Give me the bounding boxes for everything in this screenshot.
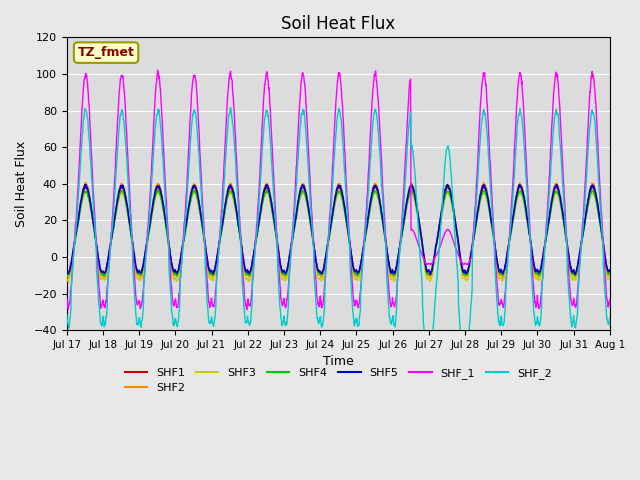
SHF4 (494, 267, 502, 273)
Legend: SHF1, SHF2, SHF3, SHF4, SHF5, SHF_1, SHF_2: SHF1, SHF2, SHF3, SHF4, SHF5, SHF_1, SHF… (120, 363, 556, 398)
SHF5 (184, 209, 192, 215)
SHF3 (542, 237, 550, 242)
SHF5 (63, 268, 70, 274)
SHF_2 (170, 319, 178, 325)
SHF4 (424, 270, 431, 276)
SHF_2 (428, 361, 435, 367)
SHF_2 (184, 185, 191, 191)
SHF3 (494, 271, 502, 277)
SHF2 (63, 271, 70, 276)
SHF2 (245, 274, 253, 279)
Line: SHF_2: SHF_2 (67, 108, 610, 364)
SHF2 (82, 180, 90, 185)
SHF_1 (184, 163, 192, 169)
SHF3 (606, 275, 614, 280)
SHF2 (100, 275, 108, 281)
SHF2 (494, 267, 502, 273)
SHF5 (426, 272, 434, 277)
SHF3 (424, 276, 431, 282)
SHF1 (63, 268, 70, 274)
SHF_1 (243, 307, 251, 312)
Line: SHF4: SHF4 (67, 190, 610, 276)
SHF_1 (154, 67, 161, 73)
SHF4 (245, 273, 253, 278)
SHF3 (65, 279, 72, 285)
SHF_2 (542, 232, 550, 238)
SHF_2 (245, 319, 253, 325)
SHF1 (588, 183, 596, 189)
Line: SHF2: SHF2 (67, 182, 610, 278)
SHF1 (606, 268, 614, 274)
SHF2 (184, 205, 192, 211)
SHF4 (63, 270, 70, 276)
Line: SHF_1: SHF_1 (67, 70, 610, 310)
SHF2 (172, 270, 179, 276)
SHF5 (171, 268, 179, 274)
SHF_1 (63, 296, 70, 301)
SHF_2 (494, 313, 502, 319)
SHF3 (63, 276, 70, 281)
Line: SHF1: SHF1 (67, 186, 610, 275)
Line: SHF3: SHF3 (67, 192, 610, 282)
SHF4 (184, 213, 192, 218)
SHF_2 (227, 105, 234, 110)
SHF2 (424, 273, 431, 278)
SHF_1 (245, 301, 253, 307)
SHF5 (606, 269, 614, 275)
SHF5 (81, 181, 89, 187)
SHF5 (423, 269, 431, 275)
SHF2 (542, 234, 550, 240)
SHF1 (571, 272, 579, 277)
SHF1 (184, 213, 191, 219)
SHF3 (184, 214, 192, 219)
SHF4 (100, 273, 108, 279)
Line: SHF5: SHF5 (67, 184, 610, 275)
SHF_1 (424, 262, 431, 267)
SHF1 (244, 270, 252, 276)
SHF1 (541, 240, 549, 245)
SHF1 (493, 260, 501, 265)
SHF_1 (606, 297, 614, 302)
SHF_1 (171, 298, 179, 304)
SHF_2 (606, 315, 614, 321)
Text: TZ_fmet: TZ_fmet (77, 46, 134, 59)
SHF5 (245, 269, 253, 275)
SHF2 (606, 271, 614, 277)
SHF5 (542, 235, 550, 241)
SHF4 (263, 187, 271, 193)
SHF4 (542, 236, 550, 242)
SHF_2 (423, 357, 431, 363)
SHF5 (494, 264, 502, 270)
SHF3 (262, 189, 270, 195)
SHF_1 (494, 297, 502, 302)
SHF1 (422, 266, 430, 272)
SHF4 (606, 269, 614, 275)
SHF4 (171, 270, 179, 276)
SHF3 (171, 276, 179, 281)
X-axis label: Time: Time (323, 355, 354, 369)
SHF3 (245, 278, 253, 284)
SHF1 (170, 270, 178, 276)
SHF_1 (542, 226, 550, 232)
SHF_2 (63, 311, 70, 317)
Y-axis label: Soil Heat Flux: Soil Heat Flux (15, 141, 28, 227)
Title: Soil Heat Flux: Soil Heat Flux (281, 15, 396, 33)
